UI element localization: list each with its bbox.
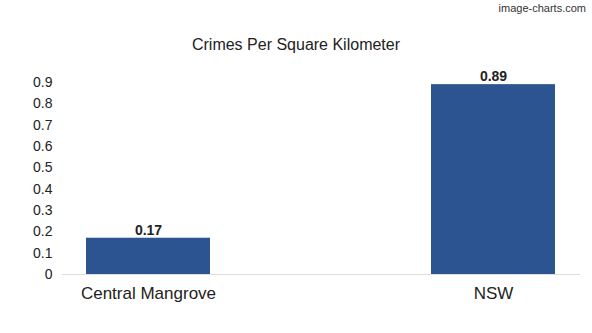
html-text:image-charts.com: image-charts.com — [498, 2, 586, 14]
svg-text:0.89: 0.89 — [480, 68, 507, 84]
html-text:Crimes Per Square Kilometer: Crimes Per Square Kilometer — [192, 36, 400, 53]
svg-text:0: 0 — [45, 266, 53, 282]
svg-text:0.4: 0.4 — [33, 181, 53, 197]
svg-text:Central Mangrove: Central Mangrove — [81, 284, 216, 303]
svg-text:0.7: 0.7 — [33, 117, 53, 133]
svg-text:0.17: 0.17 — [135, 222, 162, 238]
svg-text:0.9: 0.9 — [33, 74, 53, 90]
svg-text:0.8: 0.8 — [33, 95, 53, 111]
svg-text:0.2: 0.2 — [33, 223, 53, 239]
svg-text:0.6: 0.6 — [33, 138, 53, 154]
svg-text:0.5: 0.5 — [33, 159, 53, 175]
svg-text:NSW: NSW — [474, 284, 514, 303]
svg-text:0.1: 0.1 — [33, 245, 53, 261]
svg-text:0.3: 0.3 — [33, 202, 53, 218]
